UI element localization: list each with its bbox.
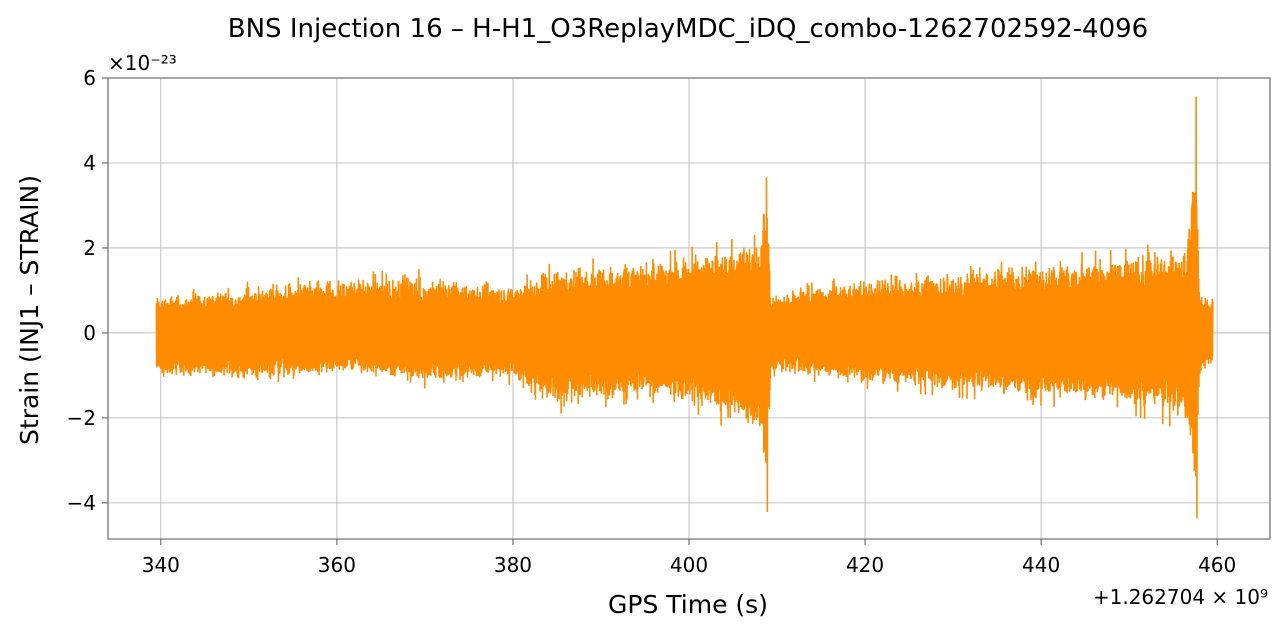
y-tick-label: −4	[67, 491, 96, 515]
strain-series-line	[155, 96, 1214, 519]
y-tick-label: −2	[67, 406, 96, 430]
chart-title: BNS Injection 16 – H-H1_O3ReplayMDC_iDQ_…	[228, 14, 1148, 44]
x-tick-label: 420	[846, 553, 884, 577]
y-tick-label: 0	[83, 321, 96, 345]
y-axis-ticks: −4 −2 0 2 4 6	[67, 66, 108, 515]
x-offset-label: +1.262704 × 10⁹	[1093, 585, 1268, 609]
x-tick-label: 400	[670, 553, 708, 577]
y-tick-label: 4	[83, 151, 96, 175]
series-layer	[155, 96, 1214, 519]
x-tick-label: 440	[1022, 553, 1060, 577]
y-tick-label: 6	[83, 66, 96, 90]
x-tick-label: 360	[318, 553, 356, 577]
x-tick-label: 380	[494, 553, 532, 577]
x-tick-label: 460	[1198, 553, 1236, 577]
x-axis-ticks: 340 360 380 400 420 440 460	[142, 539, 1236, 577]
y-tick-label: 2	[83, 236, 96, 260]
y-scale-label: ×10⁻²³	[108, 51, 177, 75]
x-tick-label: 340	[142, 553, 180, 577]
y-axis-label: Strain (INJ1 – STRAIN)	[15, 175, 44, 445]
x-axis-label: GPS Time (s)	[608, 590, 768, 619]
